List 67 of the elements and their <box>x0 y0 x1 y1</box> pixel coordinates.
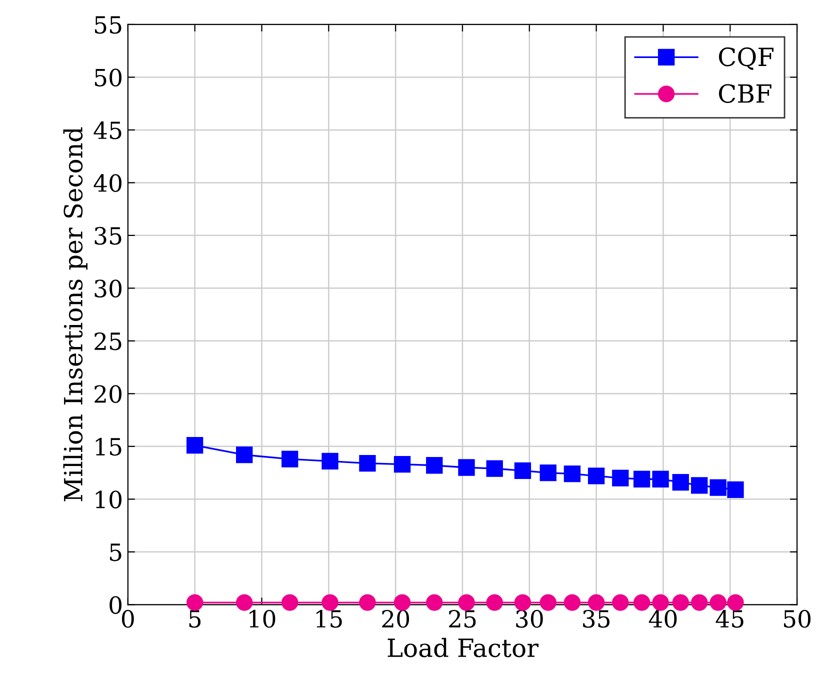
point <box>486 594 503 611</box>
point <box>514 594 532 611</box>
point <box>458 594 475 611</box>
point <box>652 594 669 611</box>
x-tick-label: 15 <box>316 610 342 628</box>
x-tick-label: 0 <box>122 610 134 628</box>
point <box>359 594 376 611</box>
point <box>633 594 650 611</box>
point <box>322 452 338 470</box>
x-tick-label: 50 <box>784 610 810 628</box>
x-tick-label: 25 <box>449 610 476 628</box>
x-tick-label: 35 <box>583 610 610 628</box>
point <box>282 450 298 468</box>
y-tick-label: 35 <box>94 226 122 245</box>
point <box>710 594 726 611</box>
point <box>426 457 443 474</box>
point <box>588 468 605 484</box>
point <box>458 459 475 476</box>
y-tick-label: 45 <box>94 121 122 140</box>
point <box>588 594 605 611</box>
point <box>394 456 411 473</box>
point <box>633 470 650 488</box>
point <box>691 477 708 494</box>
y-tick-label: 5 <box>110 544 122 562</box>
y-tick-label: 55 <box>95 16 122 34</box>
point <box>186 437 204 454</box>
point <box>426 594 443 611</box>
y-tick-label: 15 <box>96 438 122 456</box>
y-tick-label: 25 <box>94 332 122 350</box>
legend-label: CQF <box>718 47 774 70</box>
point <box>710 479 726 496</box>
point <box>236 446 253 464</box>
x-axis-title: Load Factor <box>388 638 539 658</box>
y-tick-label: 10 <box>96 490 122 508</box>
point <box>672 474 689 491</box>
point <box>322 594 338 611</box>
x-tick-label: 45 <box>716 610 744 628</box>
point <box>727 594 744 611</box>
point <box>186 594 204 611</box>
x-tick-label: 40 <box>648 610 677 628</box>
x-tick-label: 30 <box>516 610 543 628</box>
point <box>282 594 298 611</box>
point <box>672 594 689 611</box>
point <box>564 466 581 482</box>
point <box>394 594 411 611</box>
y-tick-label: 50 <box>95 68 122 87</box>
point <box>691 594 708 611</box>
point <box>540 594 556 611</box>
x-tick-label: 5 <box>189 610 201 628</box>
y-tick-label: 20 <box>94 385 122 403</box>
point <box>540 464 556 482</box>
y-tick-label: 0 <box>110 596 122 614</box>
point <box>564 594 581 611</box>
legend-label: CBF <box>718 84 772 104</box>
y-axis-title: Million Insertions per Second <box>63 127 88 502</box>
point <box>612 594 629 611</box>
point <box>236 594 253 611</box>
point <box>359 454 376 472</box>
x-tick-label: 10 <box>250 610 276 628</box>
y-tick-label: 40 <box>94 174 122 192</box>
point <box>652 470 669 488</box>
y-tick-label: 30 <box>94 280 122 298</box>
point <box>486 460 503 477</box>
point <box>727 481 744 498</box>
point <box>612 470 629 486</box>
x-tick-label: 20 <box>382 610 410 628</box>
point <box>514 462 532 479</box>
